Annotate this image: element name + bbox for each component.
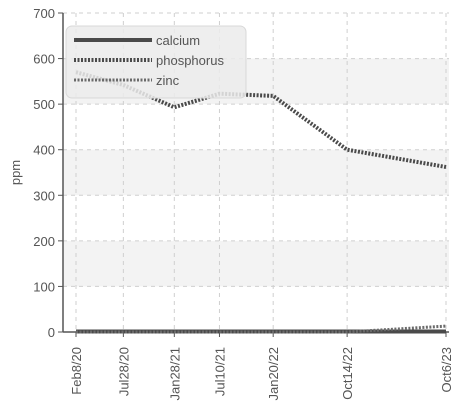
plot-band bbox=[63, 240, 449, 287]
y-tick-label: 300 bbox=[33, 188, 55, 203]
y-tick-label: 600 bbox=[33, 52, 55, 67]
legend-label-phosphorus: phosphorus bbox=[156, 53, 224, 68]
y-tick-label: 200 bbox=[33, 234, 55, 249]
y-tick-label: 100 bbox=[33, 279, 55, 294]
plot-band bbox=[63, 149, 449, 196]
y-tick-label: 0 bbox=[48, 325, 55, 340]
y-tick-label: 500 bbox=[33, 97, 55, 112]
x-tick-label: Jul10/21 bbox=[212, 347, 227, 396]
y-tick-label: 700 bbox=[33, 6, 55, 21]
series-line-zinc bbox=[76, 324, 447, 334]
x-tick-label: Jul28/20 bbox=[116, 347, 131, 396]
x-tick-label: Feb8/20 bbox=[69, 347, 84, 395]
x-tick-label: Jan20/22 bbox=[266, 347, 281, 401]
x-tick-label: Jan28/21 bbox=[167, 347, 182, 401]
y-axis-title: ppm bbox=[8, 160, 23, 185]
x-tick-label: Oct14/22 bbox=[340, 347, 355, 400]
legend-label-calcium: calcium bbox=[156, 33, 200, 48]
x-tick-label: Oct6/23 bbox=[439, 347, 454, 393]
y-tick-label: 400 bbox=[33, 143, 55, 158]
legend-label-zinc: zinc bbox=[156, 73, 180, 88]
